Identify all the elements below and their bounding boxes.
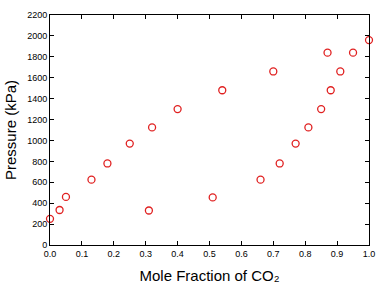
svg-text:Pressure (kPa): Pressure (kPa)	[2, 80, 19, 180]
svg-text:400: 400	[32, 198, 47, 208]
svg-text:0.3: 0.3	[139, 249, 152, 259]
svg-text:1800: 1800	[27, 52, 47, 62]
svg-text:800: 800	[32, 157, 47, 167]
svg-text:0.7: 0.7	[267, 249, 280, 259]
svg-text:0.8: 0.8	[299, 249, 312, 259]
svg-text:0: 0	[42, 240, 47, 250]
svg-text:600: 600	[32, 177, 47, 187]
svg-text:0.2: 0.2	[108, 249, 121, 259]
svg-text:0.6: 0.6	[235, 249, 248, 259]
svg-text:0.9: 0.9	[331, 249, 344, 259]
svg-text:2200: 2200	[27, 10, 47, 20]
svg-text:0.0: 0.0	[44, 249, 57, 259]
svg-text:1600: 1600	[27, 73, 47, 83]
svg-text:Mole Fraction of CO₂: Mole Fraction of CO₂	[139, 267, 279, 284]
svg-text:2000: 2000	[27, 31, 47, 41]
svg-text:1.0: 1.0	[363, 249, 376, 259]
svg-text:1200: 1200	[27, 115, 47, 125]
svg-text:1000: 1000	[27, 136, 47, 146]
svg-text:1400: 1400	[27, 94, 47, 104]
svg-text:0.4: 0.4	[171, 249, 184, 259]
svg-text:0.1: 0.1	[76, 249, 89, 259]
svg-text:200: 200	[32, 219, 47, 229]
svg-text:0.5: 0.5	[203, 249, 216, 259]
